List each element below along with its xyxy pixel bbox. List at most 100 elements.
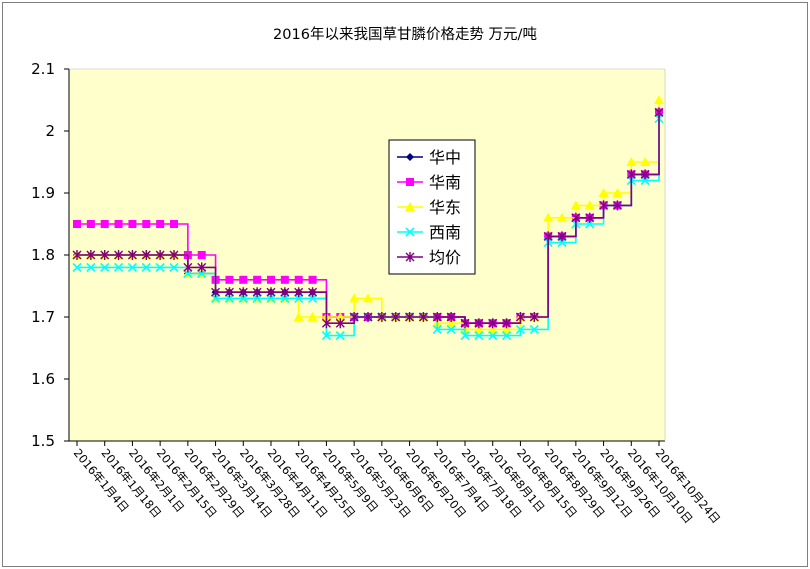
data-point	[557, 212, 567, 222]
data-point	[460, 331, 470, 341]
chart-title: 2016年以来我国草甘膦价格走势 万元/吨	[273, 26, 537, 43]
data-point	[446, 312, 456, 322]
data-point	[155, 262, 165, 272]
series-5	[72, 107, 664, 329]
data-point	[321, 318, 331, 329]
data-point	[239, 275, 248, 284]
data-point	[224, 287, 234, 298]
data-point	[626, 157, 637, 166]
y-tick-label: 1.8	[31, 246, 55, 264]
data-point	[225, 275, 234, 284]
data-point	[142, 220, 151, 228]
legend-swatch-marker	[406, 178, 414, 186]
data-point	[377, 312, 387, 322]
data-point	[502, 318, 512, 329]
data-point	[585, 212, 595, 223]
data-point	[363, 293, 373, 303]
data-point	[253, 275, 262, 284]
data-point	[474, 318, 484, 329]
data-point	[128, 220, 137, 228]
data-point	[571, 212, 581, 223]
data-point	[280, 287, 290, 298]
data-point	[487, 324, 498, 334]
data-point	[170, 220, 178, 228]
legend-item: 华东	[397, 198, 461, 217]
y-tick-label: 1.7	[31, 308, 55, 326]
data-point	[280, 275, 289, 284]
y-tick-label: 2	[45, 122, 55, 140]
data-point	[335, 312, 346, 321]
data-point	[599, 200, 609, 211]
data-point	[543, 212, 554, 222]
data-point	[267, 275, 275, 284]
data-point	[626, 169, 636, 180]
legend-label: 西南	[429, 223, 461, 242]
data-point	[266, 287, 276, 298]
data-point	[557, 231, 567, 242]
data-point	[515, 312, 525, 322]
data-point	[308, 287, 318, 298]
data-point	[502, 331, 512, 341]
legend-label: 均价	[429, 248, 461, 267]
y-tick-label: 2.1	[31, 60, 55, 78]
data-point	[73, 220, 81, 228]
data-point	[86, 250, 96, 260]
data-point	[211, 287, 221, 298]
data-point	[100, 250, 110, 260]
data-point	[141, 262, 151, 272]
data-point	[197, 262, 207, 273]
data-point	[570, 200, 581, 210]
data-point	[501, 324, 512, 334]
legend-swatch-marker	[405, 202, 415, 211]
data-point	[169, 250, 179, 260]
legend-item: 华中	[397, 148, 461, 167]
data-point	[100, 220, 109, 228]
legend-label: 华中	[429, 148, 461, 167]
y-tick-label: 1.6	[31, 370, 55, 388]
legend-label: 华南	[429, 173, 461, 192]
data-point	[72, 262, 82, 272]
data-point	[335, 331, 345, 341]
data-point	[114, 262, 124, 272]
data-point	[654, 95, 664, 104]
data-point	[432, 324, 442, 334]
data-point	[446, 324, 456, 334]
data-point	[294, 275, 303, 284]
data-point	[127, 250, 137, 260]
data-point	[515, 324, 525, 334]
data-point	[308, 275, 317, 284]
data-point	[127, 262, 137, 272]
data-point	[612, 188, 623, 197]
line-chart: 2016年以来我国草甘膦价格走势 万元/吨 1.5 1.6 1.7 1.8 1.9 2 2.…	[31, 26, 723, 526]
data-point	[72, 250, 82, 260]
data-point	[252, 287, 262, 298]
data-point	[654, 107, 664, 118]
data-point	[156, 220, 165, 228]
data-point	[141, 250, 151, 260]
data-point	[432, 312, 442, 322]
data-point	[114, 250, 124, 260]
data-point	[598, 188, 609, 197]
y-tick-label: 1.9	[31, 184, 55, 202]
legend-item: 西南	[397, 223, 461, 242]
data-point	[86, 220, 95, 228]
data-point	[543, 231, 553, 242]
data-point	[321, 331, 331, 341]
data-point	[349, 293, 360, 303]
legend-item: 均价	[397, 248, 461, 267]
data-point	[529, 324, 539, 334]
data-point	[640, 169, 650, 180]
data-point	[238, 287, 248, 298]
data-point	[114, 220, 123, 228]
legend-swatch-marker	[405, 252, 415, 262]
data-point	[169, 262, 179, 272]
data-point	[473, 324, 484, 334]
data-point	[155, 250, 165, 260]
data-point	[640, 157, 651, 166]
data-point	[529, 312, 539, 322]
data-point	[488, 318, 498, 329]
data-point	[183, 262, 193, 273]
data-point	[335, 318, 345, 329]
